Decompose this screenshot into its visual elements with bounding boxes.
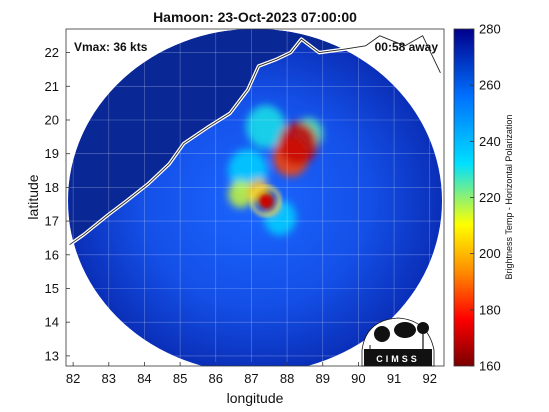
convection-cell bbox=[228, 180, 254, 208]
microwave-swath bbox=[68, 29, 442, 366]
colorbar-tick-label: 220 bbox=[479, 190, 501, 205]
storm-core bbox=[259, 194, 272, 207]
colorbar-label: Brightness Temp - Horizontal Polarizatio… bbox=[504, 115, 514, 280]
convection-cell bbox=[246, 105, 286, 149]
x-tick-label: 85 bbox=[173, 371, 187, 386]
x-tick-label: 88 bbox=[280, 371, 294, 386]
cimss-logo: CIMSS bbox=[361, 317, 435, 367]
y-tick-label: 17 bbox=[45, 214, 59, 229]
y-tick-label: 14 bbox=[45, 315, 59, 330]
x-tick-label: 83 bbox=[102, 371, 116, 386]
y-tick-label: 16 bbox=[45, 247, 59, 262]
convection-cell bbox=[278, 122, 318, 166]
colorbar-ticks: 160 180 200 220 240 260 280 bbox=[470, 22, 501, 374]
y-tick-label: 21 bbox=[45, 79, 59, 94]
x-tick-label: 84 bbox=[137, 371, 151, 386]
cimss-logo-text: CIMSS bbox=[376, 354, 420, 364]
x-tick-label: 87 bbox=[244, 371, 258, 386]
eyewall-ring bbox=[250, 185, 282, 217]
x-tick-label: 89 bbox=[316, 371, 330, 386]
x-tick-label: 92 bbox=[423, 371, 437, 386]
coastline bbox=[69, 35, 441, 246]
x-tick-label: 86 bbox=[209, 371, 223, 386]
x-axis-label: longitude bbox=[227, 390, 284, 406]
vmax-label: Vmax: 36 kts bbox=[74, 40, 148, 54]
y-tick-label: 20 bbox=[45, 112, 59, 127]
plot-frame bbox=[65, 28, 445, 367]
y-tick-label: 22 bbox=[45, 45, 59, 60]
colorbar-tick-label: 280 bbox=[479, 22, 501, 37]
x-axis-ticks: 82 83 84 85 86 87 88 89 90 91 92 bbox=[66, 362, 437, 386]
figure-title: Hamoon: 23-Oct-2023 07:00:00 bbox=[153, 9, 357, 25]
y-tick-label: 15 bbox=[45, 281, 59, 296]
x-tick-label: 82 bbox=[66, 371, 80, 386]
y-axis-label: latitude bbox=[25, 174, 41, 219]
colorbar-tick-label: 160 bbox=[479, 359, 501, 374]
y-axis-ticks: 13 14 15 16 17 18 19 20 21 22 bbox=[45, 45, 70, 363]
x-tick-label: 90 bbox=[351, 371, 365, 386]
time-away-label: 00:58 away bbox=[375, 40, 439, 54]
colorbar-tick-label: 260 bbox=[479, 78, 501, 93]
lat-lon-grid bbox=[66, 29, 444, 366]
colorbar-tick-label: 200 bbox=[479, 246, 501, 261]
y-tick-label: 13 bbox=[45, 348, 59, 363]
colorbar-tick-label: 180 bbox=[479, 302, 501, 317]
colorbar-tick-label: 240 bbox=[479, 134, 501, 149]
y-tick-label: 18 bbox=[45, 180, 59, 195]
land-region bbox=[68, 29, 442, 245]
y-tick-label: 19 bbox=[45, 146, 59, 161]
x-tick-label: 91 bbox=[387, 371, 401, 386]
